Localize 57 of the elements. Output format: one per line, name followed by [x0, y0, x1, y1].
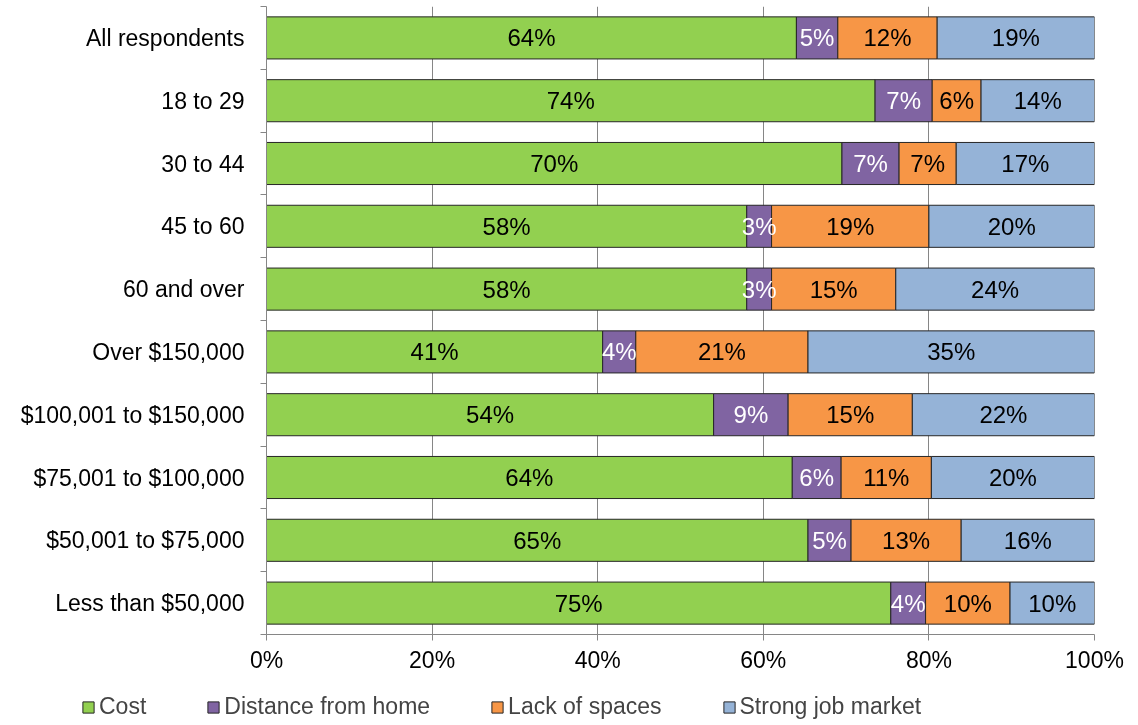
data-label: 58% [482, 212, 531, 240]
data-label: 17% [1001, 150, 1050, 177]
y-tick-label: 60 and over [123, 276, 245, 303]
data-label: 5% [799, 24, 835, 52]
x-tick-label: 80% [905, 646, 952, 673]
legend-label: Strong job market [739, 693, 922, 720]
y-tick-label: 18 to 29 [161, 87, 245, 114]
x-tick-label: 0% [249, 646, 284, 673]
data-label: 16% [1003, 526, 1052, 554]
data-label: 64% [505, 464, 554, 491]
legend-label: Lack of spaces [508, 693, 662, 720]
data-label: 70% [530, 150, 579, 177]
data-label: 13% [882, 526, 931, 554]
data-label: 41% [410, 338, 459, 366]
data-label: 65% [513, 526, 562, 554]
x-tick-label: 100% [1065, 646, 1124, 673]
y-tick-label: Over $150,000 [92, 338, 245, 365]
data-label: 10% [1028, 589, 1077, 617]
data-label: 20% [987, 212, 1036, 240]
data-label: 19% [826, 212, 875, 240]
data-label: 15% [826, 401, 875, 429]
data-label: 64% [507, 24, 556, 52]
data-label: 14% [1013, 87, 1062, 115]
data-label: 24% [971, 275, 1020, 303]
data-label: 7% [910, 150, 945, 177]
data-label: 20% [988, 464, 1037, 491]
data-label: 11% [863, 464, 910, 491]
y-tick-label: Less than $50,000 [55, 590, 245, 617]
data-label: 6% [799, 464, 835, 491]
data-label: 58% [482, 275, 531, 303]
data-label: 10% [943, 589, 992, 617]
data-label: 75% [554, 589, 603, 617]
y-tick-label: $50,001 to $75,000 [46, 527, 245, 554]
data-label: 7% [853, 150, 888, 177]
data-label: 4% [890, 589, 926, 617]
x-tick-label: 60% [740, 646, 787, 673]
y-tick-label: 45 to 60 [161, 213, 245, 240]
legend-label: Distance from home [224, 693, 431, 720]
data-label: 15% [809, 275, 858, 303]
data-label: 19% [991, 24, 1040, 52]
x-tick-label: 20% [409, 646, 456, 673]
data-label: 21% [697, 338, 746, 366]
data-label: 22% [979, 401, 1028, 429]
data-label: 35% [927, 338, 976, 366]
data-label: 5% [812, 526, 847, 554]
y-tick-label: $100,001 to $150,000 [20, 401, 245, 428]
data-label: 12% [863, 24, 912, 52]
data-label: 74% [546, 87, 595, 115]
x-tick-label: 40% [574, 646, 621, 673]
y-tick-label: 30 to 44 [161, 150, 245, 177]
data-label: 54% [466, 401, 515, 429]
data-label: 7% [886, 87, 921, 115]
y-tick-label: All respondents [85, 24, 245, 51]
y-tick-label: $75,001 to $100,000 [33, 464, 245, 491]
data-label: 6% [939, 87, 974, 115]
legend-label: Cost [99, 693, 147, 720]
data-label: 9% [733, 401, 769, 429]
